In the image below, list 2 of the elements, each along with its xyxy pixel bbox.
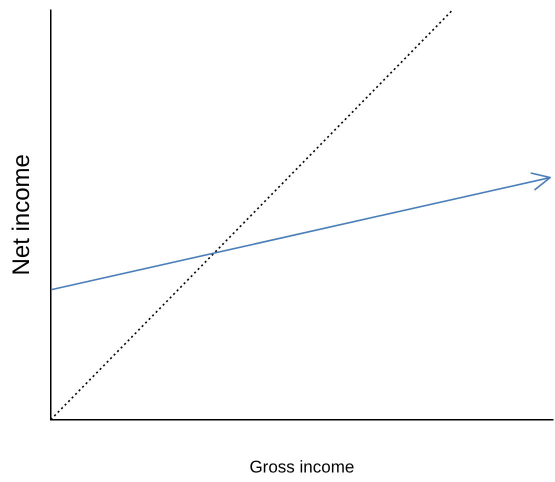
x-axis-title: Gross income bbox=[249, 457, 354, 476]
y-axis-title: Net income bbox=[8, 154, 36, 276]
